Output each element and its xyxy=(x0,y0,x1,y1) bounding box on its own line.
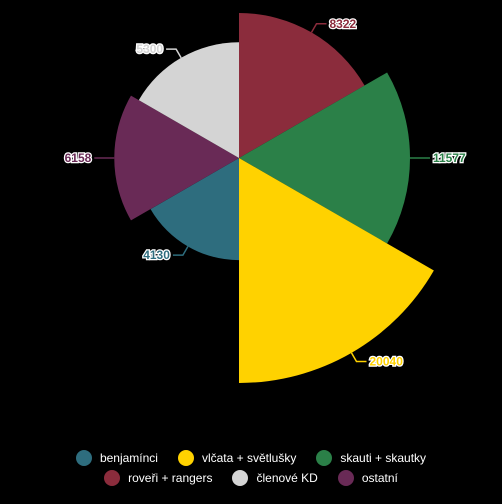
slice-vlcata-svetlusky[interactable] xyxy=(239,158,434,383)
legend-row: benjamínci vlčata + světlušky skauti + ska… xyxy=(0,448,502,468)
data-label-roveri-rangers: 8322 xyxy=(330,17,357,31)
legend-swatch xyxy=(75,450,92,466)
chart-legend: benjamínci vlčata + světlušky skauti + ska… xyxy=(0,448,502,488)
legend-swatch xyxy=(177,450,194,466)
legend-swatch xyxy=(104,470,121,486)
legend-item-benjaminci[interactable]: benjamínci xyxy=(75,450,158,466)
legend-item-skauti-skautky[interactable]: skauti + skautky xyxy=(316,450,426,466)
leader-line-vlcata-svetlusky xyxy=(350,352,367,363)
data-label-clenove-kd: 5300 xyxy=(136,42,163,56)
leader-line-benjaminci xyxy=(172,246,189,256)
data-label-skauti-skautky: 11577 xyxy=(433,151,466,165)
slice-benjaminci[interactable] xyxy=(150,158,239,261)
slice-clenove-kd[interactable] xyxy=(138,42,239,159)
slice-roveri-rangers[interactable] xyxy=(239,13,365,159)
leader-line-clenove-kd xyxy=(166,48,182,59)
chart-slices xyxy=(114,13,434,383)
leader-line-roveri-rangers xyxy=(310,23,327,33)
slice-skauti-skautky[interactable] xyxy=(239,72,411,244)
legend-label: členové KD xyxy=(256,471,318,485)
data-label-benjaminci: 4130 xyxy=(143,248,170,262)
legend-label: benjamínci xyxy=(99,451,158,465)
legend-label: vlčata + světlušky xyxy=(201,451,297,465)
slice-ostatni[interactable] xyxy=(114,95,239,221)
legend-item-ostatni[interactable]: ostatní xyxy=(337,470,398,486)
legend-label: skauti + skautky xyxy=(340,451,427,465)
legend-label: roveři + rangers xyxy=(128,471,213,485)
legend-swatch xyxy=(337,470,354,486)
legend-item-vlcata-svetlusky[interactable]: vlčata + světlušky xyxy=(177,450,297,466)
chart-data-labels: 8322 11577 20040 4130 6158 5300 xyxy=(63,16,467,370)
data-label-ostatni: 6158 xyxy=(65,151,92,165)
legend-label: ostatní xyxy=(361,471,398,485)
legend-swatch xyxy=(316,450,333,466)
legend-item-roveri-rangers[interactable]: roveři + rangers xyxy=(104,470,212,486)
data-label-vlcata-svetlusky: 20040 xyxy=(370,355,404,369)
legend-item-clenove-kd[interactable]: členové KD xyxy=(232,470,318,486)
legend-swatch xyxy=(232,470,249,486)
legend-row: roveři + rangers členové KD ostatní xyxy=(0,468,502,488)
